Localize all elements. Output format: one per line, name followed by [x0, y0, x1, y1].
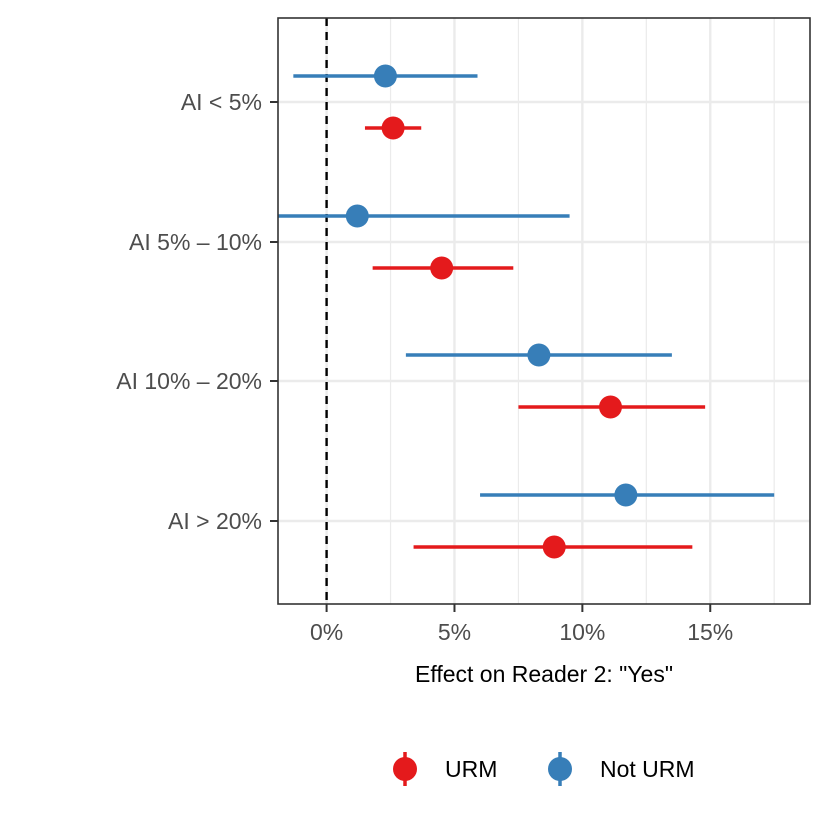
point-estimate — [614, 483, 638, 507]
legend-item-urm[interactable]: URM — [393, 752, 497, 786]
axis-ticks: 0% 5% 10% 15% AI < 5% AI 5% – 10% AI 10% – 20%… — [116, 89, 733, 645]
y-tick-label: AI 5% – 10% — [129, 229, 262, 255]
x-tick-label: 15% — [687, 619, 733, 645]
legend[interactable]: URM Not URM — [393, 752, 695, 786]
plot-panel-border — [277, 17, 811, 605]
legend-key-dot — [548, 757, 572, 781]
data-series — [278, 64, 775, 559]
series-not-urm — [278, 64, 775, 507]
grid-lines — [278, 18, 810, 604]
legend-item-not-urm[interactable]: Not URM — [548, 752, 695, 786]
point-estimate — [542, 535, 566, 559]
x-tick-label: 0% — [310, 619, 343, 645]
point-estimate — [527, 343, 551, 367]
point-estimate — [430, 256, 454, 280]
legend-key-dot — [393, 757, 417, 781]
x-tick-label: 10% — [559, 619, 605, 645]
x-tick-label: 5% — [438, 619, 471, 645]
point-estimate — [599, 395, 622, 419]
series-urm — [364, 116, 706, 559]
legend-label: Not URM — [600, 756, 695, 782]
point-estimate — [345, 204, 369, 228]
y-tick-label: AI < 5% — [181, 89, 262, 115]
x-axis-title: Effect on Reader 2: "Yes" — [415, 661, 673, 687]
point-estimate — [373, 64, 397, 88]
legend-label: URM — [445, 756, 497, 782]
point-estimate — [381, 116, 405, 140]
y-tick-label: AI 10% – 20% — [116, 368, 262, 394]
y-tick-label: AI > 20% — [168, 508, 262, 534]
